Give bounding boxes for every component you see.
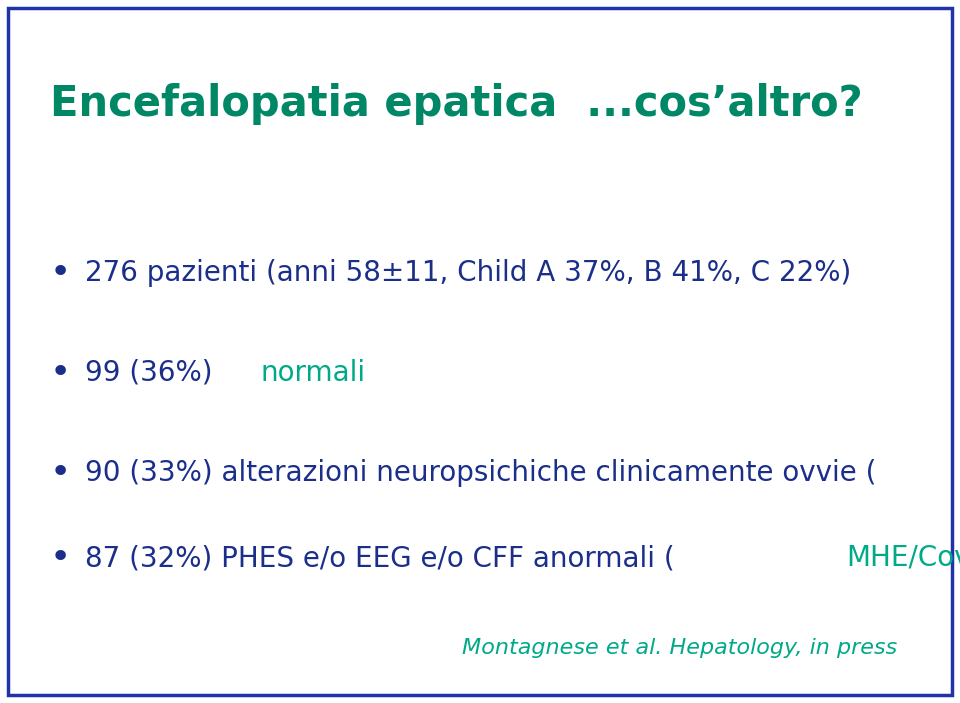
Text: 99 (36%): 99 (36%) bbox=[85, 359, 222, 387]
Text: •: • bbox=[50, 256, 71, 290]
Text: MHE/Covert: MHE/Covert bbox=[846, 544, 960, 572]
FancyBboxPatch shape bbox=[8, 8, 952, 695]
Text: Encefalopatia epatica  ...cos’altro?: Encefalopatia epatica ...cos’altro? bbox=[50, 83, 863, 125]
Text: normali: normali bbox=[261, 359, 366, 387]
Text: 87 (32%) PHES e/o EEG e/o CFF anormali (: 87 (32%) PHES e/o EEG e/o CFF anormali ( bbox=[85, 544, 675, 572]
Text: •: • bbox=[50, 356, 71, 390]
Text: Montagnese et al. Hepatology, in press: Montagnese et al. Hepatology, in press bbox=[463, 638, 898, 658]
Text: 90 (33%) alterazioni neuropsichiche clinicamente ovvie (: 90 (33%) alterazioni neuropsichiche clin… bbox=[85, 459, 876, 487]
Text: 276 pazienti (anni 58±11, Child A 37%, B 41%, C 22%): 276 pazienti (anni 58±11, Child A 37%, B… bbox=[85, 259, 852, 287]
Text: •: • bbox=[50, 541, 71, 575]
Text: •: • bbox=[50, 456, 71, 490]
